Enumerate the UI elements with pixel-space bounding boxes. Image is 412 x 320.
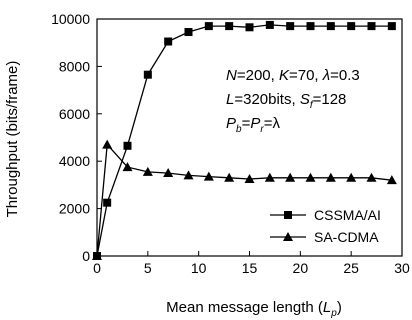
data-point-cssma-ai xyxy=(367,22,376,31)
data-point-cssma-ai xyxy=(184,28,193,37)
x-tick-label: 20 xyxy=(293,260,309,276)
data-point-sa-cdma xyxy=(163,168,174,178)
data-point-sa-cdma xyxy=(264,172,275,182)
legend-square-marker xyxy=(284,211,292,219)
data-point-cssma-ai xyxy=(347,22,356,31)
data-point-sa-cdma xyxy=(325,172,336,182)
data-point-sa-cdma xyxy=(366,172,377,182)
legend: CSSMA/AI SA-CDMA xyxy=(268,204,400,248)
series-line-sa-cdma xyxy=(96,143,392,257)
data-point-sa-cdma xyxy=(224,172,235,182)
x-tick-label: 30 xyxy=(394,260,410,276)
x-tick-label: 10 xyxy=(191,260,207,276)
x-tick-label: 25 xyxy=(343,260,359,276)
data-point-cssma-ai xyxy=(306,22,315,31)
legend-triangle-marker xyxy=(283,232,293,241)
series-markers xyxy=(92,20,397,260)
data-point-cssma-ai xyxy=(245,23,254,32)
ticks: 0 5 10 15 20 25 30 0 2000 4000 6000 8000 10000 xyxy=(51,11,410,276)
x-axis-label: Mean message length (Lp) xyxy=(166,299,342,319)
annotation-line-3: Pb=Pr=λ xyxy=(226,115,280,135)
data-point-cssma-ai xyxy=(387,22,396,31)
y-tick-label: 6000 xyxy=(59,106,90,122)
data-point-sa-cdma xyxy=(122,162,133,172)
data-point-cssma-ai xyxy=(204,22,213,31)
y-tick-label: 2000 xyxy=(59,201,90,217)
data-point-cssma-ai xyxy=(265,20,274,29)
x-tick-label: 0 xyxy=(93,260,101,276)
annotation-line-1: N=200, K=70, λ=0.3 xyxy=(226,67,360,84)
y-tick-label: 8000 xyxy=(59,58,90,74)
x-tick-label: 15 xyxy=(242,260,258,276)
y-axis-label: Throughput (bits/frame) xyxy=(4,61,21,218)
data-point-sa-cdma xyxy=(183,170,194,180)
data-point-cssma-ai xyxy=(286,22,295,31)
data-point-sa-cdma xyxy=(244,173,255,183)
data-point-cssma-ai xyxy=(123,141,132,150)
data-point-sa-cdma xyxy=(92,251,102,260)
y-tick-label: 4000 xyxy=(59,153,90,169)
data-point-sa-cdma xyxy=(386,175,397,185)
data-point-sa-cdma xyxy=(346,172,357,182)
legend-label-cssma: CSSMA/AI xyxy=(314,207,381,223)
data-point-sa-cdma xyxy=(142,166,153,176)
x-tick-label: 5 xyxy=(144,260,152,276)
series-lines xyxy=(96,24,392,257)
series-line-cssma-ai xyxy=(96,24,392,257)
data-point-sa-cdma xyxy=(203,171,214,181)
legend-label-sacdma: SA-CDMA xyxy=(314,229,379,245)
y-tick-label: 10000 xyxy=(51,11,90,27)
data-point-cssma-ai xyxy=(164,37,173,46)
data-point-sa-cdma xyxy=(305,172,316,182)
data-point-cssma-ai xyxy=(225,22,234,31)
annotation-line-2: L=320bits, Sf=128 xyxy=(226,91,346,111)
data-point-cssma-ai xyxy=(326,22,335,31)
y-tick-label: 0 xyxy=(82,248,90,264)
parameter-annotation: N=200, K=70, λ=0.3 L=320bits, Sf=128 Pb=… xyxy=(226,67,360,135)
data-point-sa-cdma xyxy=(102,139,113,149)
data-point-sa-cdma xyxy=(285,172,296,182)
data-point-cssma-ai xyxy=(143,70,152,79)
data-point-cssma-ai xyxy=(103,198,112,207)
